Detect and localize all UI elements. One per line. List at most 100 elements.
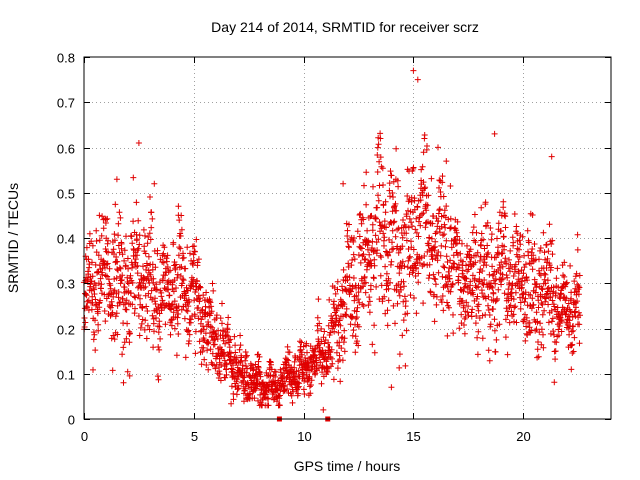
- data-point: [362, 279, 369, 286]
- data-point: [516, 254, 523, 261]
- data-point: [507, 302, 514, 309]
- data-point: [91, 291, 98, 297]
- data-point: [217, 377, 224, 384]
- data-point: [93, 301, 100, 308]
- data-point: [570, 348, 577, 355]
- data-point: [286, 349, 293, 356]
- data-point: [228, 400, 235, 407]
- data-point: [480, 236, 487, 243]
- data-point: [124, 255, 131, 262]
- data-point: [456, 325, 463, 332]
- data-point: [370, 248, 377, 255]
- data-point: [119, 251, 126, 258]
- data-point: [440, 263, 447, 270]
- data-point: [228, 383, 235, 390]
- data-point: [95, 252, 102, 259]
- data-point: [308, 382, 314, 388]
- data-point: [529, 212, 536, 218]
- data-point: [528, 305, 535, 312]
- data-point: [502, 224, 509, 231]
- data-point: [89, 259, 95, 266]
- data-point: [370, 275, 377, 282]
- data-point: [174, 314, 181, 321]
- data-point: [356, 233, 363, 240]
- data-point: [272, 373, 279, 380]
- data-point: [251, 395, 258, 402]
- data-point: [354, 304, 361, 311]
- data-point: [201, 356, 208, 363]
- data-point: [421, 135, 428, 142]
- data-point: [565, 325, 572, 332]
- data-point: [318, 380, 325, 387]
- data-point: [481, 245, 488, 252]
- data-point: [112, 313, 119, 320]
- data-point: [410, 246, 417, 253]
- data-point: [235, 382, 241, 389]
- data-point: [243, 353, 249, 360]
- data-point: [418, 166, 425, 173]
- data-point: [140, 226, 147, 233]
- data-point: [88, 238, 95, 245]
- data-point: [129, 264, 135, 271]
- data-point: [301, 377, 308, 384]
- data-point: [459, 267, 466, 274]
- data-point: [467, 278, 474, 285]
- data-point: [509, 234, 516, 241]
- data-point: [379, 165, 386, 172]
- data-point: [191, 313, 198, 320]
- data-point: [567, 262, 574, 269]
- data-point: [542, 280, 549, 287]
- data-point: [394, 300, 401, 307]
- data-point: [561, 273, 568, 280]
- data-point: [247, 391, 253, 398]
- data-point: [209, 350, 216, 357]
- data-point: [488, 231, 495, 238]
- data-point: [382, 209, 389, 216]
- data-point: [223, 371, 230, 378]
- data-point: [331, 298, 337, 305]
- data-point: [398, 265, 405, 272]
- data-point: [168, 322, 175, 329]
- data-point: [137, 324, 144, 331]
- data-point: [314, 327, 321, 334]
- data-point: [130, 174, 137, 181]
- data-point: [375, 236, 382, 243]
- data-point: [534, 319, 541, 326]
- data-point: [249, 364, 256, 371]
- data-point: [318, 325, 325, 332]
- data-point: [388, 172, 395, 179]
- data-point: [165, 286, 172, 293]
- data-point: [340, 339, 347, 346]
- data-point: [341, 348, 348, 355]
- data-point: [320, 406, 327, 413]
- data-point: [453, 229, 460, 236]
- data-point: [88, 306, 95, 313]
- data-point: [538, 326, 545, 333]
- data-point: [109, 367, 116, 374]
- data-point: [219, 320, 225, 327]
- data-point: [94, 310, 101, 317]
- data-point: [430, 271, 437, 278]
- data-point: [472, 259, 479, 266]
- data-point: [334, 286, 341, 293]
- data-point: [377, 135, 384, 142]
- data-point: [404, 193, 411, 199]
- data-point: [156, 323, 163, 330]
- data-point: [414, 204, 421, 211]
- data-point: [175, 252, 182, 259]
- data-point: [506, 280, 513, 286]
- data-point: [400, 317, 407, 324]
- data-point: [413, 310, 420, 317]
- data-point: [290, 388, 297, 395]
- data-point: [525, 239, 532, 246]
- data-point: [377, 130, 384, 137]
- data-point: [357, 259, 364, 266]
- data-point: [162, 321, 169, 328]
- data-point: [489, 263, 496, 270]
- data-point: [435, 269, 442, 276]
- data-point: [570, 323, 577, 329]
- data-point: [196, 298, 203, 305]
- data-point: [496, 209, 503, 216]
- data-point: [542, 271, 549, 278]
- data-point: [384, 280, 391, 287]
